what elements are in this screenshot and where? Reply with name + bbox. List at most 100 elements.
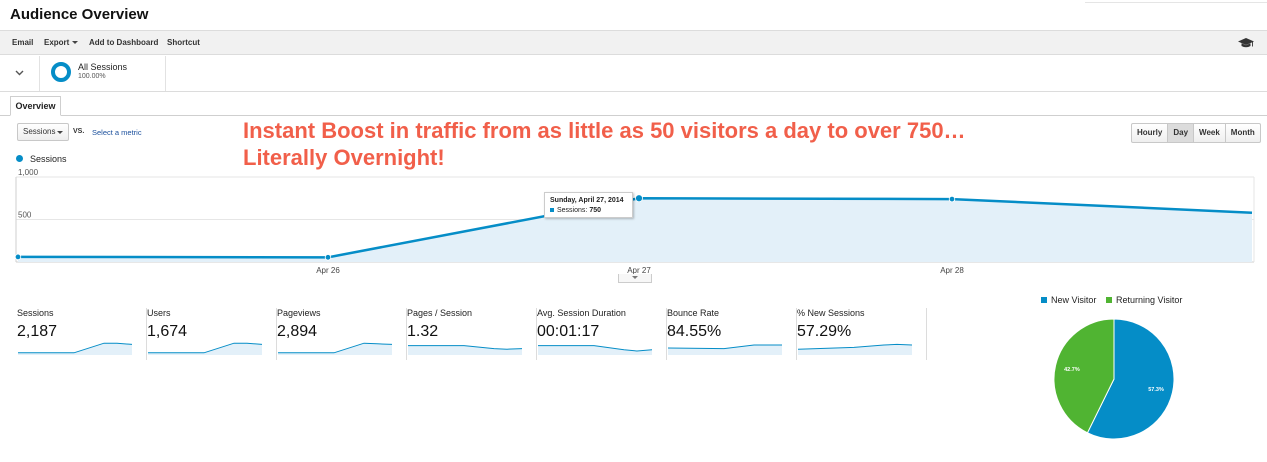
metric-value: 2,894 — [277, 323, 318, 340]
pie-legend-returning-visitor: Returning Visitor — [1106, 295, 1182, 305]
sparkline-area — [538, 345, 652, 355]
metric-sparkline — [408, 345, 523, 355]
export-label: Export — [44, 38, 70, 47]
sparkline-area — [798, 344, 912, 355]
pie-legend-new-visitor: New Visitor — [1041, 295, 1096, 305]
sparkline-area — [668, 345, 782, 355]
sparkline-line — [797, 343, 913, 350]
pie-legend-label: Returning Visitor — [1116, 295, 1183, 305]
report-toolbar: Email Export Add to Dashboard Shortcut — [0, 30, 1267, 55]
select-metric-link[interactable]: Select a metric — [92, 128, 142, 137]
data-point[interactable] — [948, 195, 956, 203]
chevron-down-icon — [72, 41, 79, 45]
data-point[interactable] — [324, 254, 332, 261]
sparkline-line — [538, 345, 653, 352]
sparkline-area — [148, 343, 262, 355]
segment-name: All Sessions — [78, 62, 128, 72]
granularity-day[interactable]: Day — [1168, 124, 1195, 142]
metric-label: Pageviews — [277, 308, 321, 318]
metric-label: Bounce Rate — [667, 308, 720, 318]
promo-headline: Instant Boost in traffic from as little … — [243, 118, 966, 170]
tooltip-label: Sessions: — [557, 207, 588, 214]
metric-label: Users — [147, 308, 171, 318]
sparkline-line — [278, 342, 393, 354]
metric-value: 00:01:17 — [537, 323, 600, 340]
sparkline-area — [408, 345, 522, 355]
metric-card[interactable]: Bounce Rate 84.55% — [667, 308, 797, 360]
tooltip-swatch — [550, 208, 554, 213]
metric-card[interactable]: Pages / Session 1.32 — [407, 308, 537, 360]
chevron-down-icon — [632, 276, 638, 279]
metric-label: Pages / Session — [407, 308, 473, 318]
granularity-toggle: Hourly Day Week Month — [1131, 123, 1261, 143]
metric-value: 84.55% — [667, 323, 722, 340]
metric-label: Avg. Session Duration — [537, 308, 626, 318]
metric-card[interactable]: Users 1,674 — [147, 308, 277, 360]
metric-label: % New Sessions — [797, 308, 865, 318]
pie-slice-label: 57.3% — [1148, 387, 1164, 393]
metric-value: 2,187 — [17, 323, 58, 340]
export-button[interactable]: Export — [44, 38, 79, 47]
segment-all-sessions[interactable]: All Sessions 100.00% — [40, 56, 166, 91]
x-tick-label: Apr 27 — [627, 266, 651, 275]
x-tick-label: Apr 26 — [316, 266, 340, 275]
sparkline-area — [278, 343, 392, 355]
sparkline-line — [18, 342, 133, 354]
vs-label: VS. — [73, 128, 85, 135]
metric-card[interactable]: Avg. Session Duration 00:01:17 — [537, 308, 667, 360]
y-tick-label: 500 — [18, 211, 32, 220]
chevron-down-icon — [57, 131, 63, 134]
tab-overview[interactable]: Overview — [10, 96, 61, 116]
metric-card[interactable]: % New Sessions 57.29% — [797, 308, 927, 360]
metric-sparkline — [797, 343, 913, 355]
pie-slice[interactable] — [1053, 318, 1115, 434]
granularity-hourly[interactable]: Hourly — [1132, 124, 1169, 142]
metric-sparkline — [278, 342, 393, 355]
metric-value: 1.32 — [407, 323, 439, 340]
tab-strip-border — [0, 115, 1267, 116]
data-point[interactable] — [635, 194, 643, 203]
segment-bar: All Sessions 100.00% — [0, 56, 1267, 92]
shortcut-button[interactable]: Shortcut — [167, 38, 200, 47]
segment-percent: 100.00% — [78, 73, 106, 80]
chart-collapse-handle[interactable] — [618, 274, 652, 283]
segment-ring-icon — [51, 62, 71, 82]
chevron-down-icon — [15, 70, 24, 76]
header-divider — [1085, 2, 1267, 3]
granularity-week[interactable]: Week — [1194, 124, 1226, 142]
graduation-cap-icon[interactable] — [1238, 37, 1254, 49]
metric-card[interactable]: Pageviews 2,894 — [277, 308, 407, 360]
metric-value: 1,674 — [147, 323, 188, 340]
email-button[interactable]: Email — [12, 38, 34, 47]
series-legend-label: Sessions — [30, 154, 67, 164]
metric-select[interactable]: Sessions — [17, 123, 69, 141]
metric-sparkline — [667, 344, 782, 355]
granularity-month[interactable]: Month — [1230, 128, 1255, 137]
sessions-line-chart: 1,000 500 Apr 26 Apr 27 Apr 28 — [14, 168, 1255, 275]
metric-label: Sessions — [17, 308, 54, 318]
metric-card[interactable]: Sessions 2,187 — [17, 308, 147, 360]
chart-tooltip: Sunday, April 27, 2014 Sessions: 750 — [544, 192, 633, 218]
data-point[interactable] — [14, 253, 22, 261]
series-legend-swatch — [16, 155, 23, 162]
pie-legend-label: New Visitor — [1051, 295, 1097, 305]
sparkline-line — [667, 344, 782, 350]
metric-select-value: Sessions — [23, 127, 56, 136]
sparkline-line — [408, 345, 523, 350]
y-tick-label: 1,000 — [18, 168, 39, 177]
pie-slice[interactable] — [1086, 318, 1175, 440]
add-to-dashboard-button[interactable]: Add to Dashboard — [89, 38, 159, 47]
legend-swatch — [1041, 297, 1047, 303]
metric-sparkline — [148, 342, 263, 355]
metric-sparkline — [538, 345, 653, 355]
page-title: Audience Overview — [10, 6, 149, 23]
sparkline-line — [148, 342, 263, 354]
legend-swatch — [1106, 297, 1112, 303]
pie-slice-label: 42.7% — [1064, 367, 1080, 373]
tooltip-value-row: Sessions: 750 — [550, 207, 601, 214]
sparkline-area — [18, 343, 132, 355]
x-tick-label: Apr 28 — [940, 266, 964, 275]
segment-expand-toggle[interactable] — [0, 56, 40, 91]
metric-sparkline — [18, 342, 133, 355]
sessions-area — [18, 198, 1252, 262]
